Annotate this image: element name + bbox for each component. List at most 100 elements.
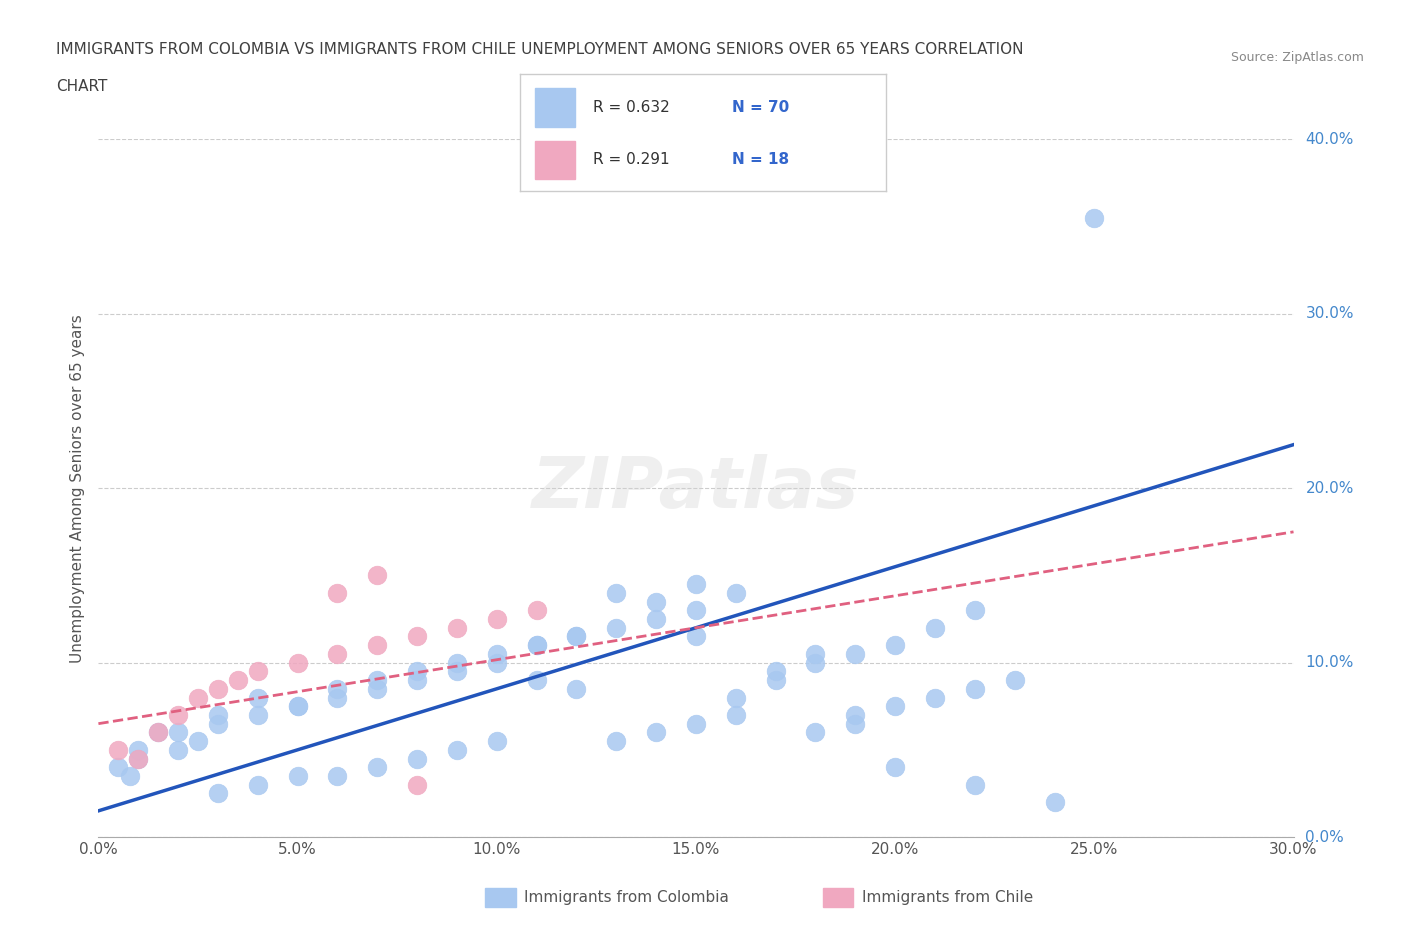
Point: [804, 725, 827, 740]
Point: [127, 751, 149, 766]
Text: 40.0%: 40.0%: [1305, 132, 1354, 147]
Point: [605, 734, 627, 749]
Point: [844, 646, 866, 661]
Point: [605, 586, 627, 601]
Point: [884, 638, 907, 653]
Point: [844, 708, 866, 723]
Point: [924, 620, 946, 635]
Point: [366, 672, 388, 687]
Point: [120, 768, 142, 783]
Y-axis label: Unemployment Among Seniors over 65 years: Unemployment Among Seniors over 65 years: [69, 314, 84, 662]
Point: [406, 664, 429, 679]
Point: [207, 708, 229, 723]
Point: [565, 629, 588, 644]
Point: [187, 734, 209, 749]
Point: [226, 672, 249, 687]
Point: [446, 620, 468, 635]
Point: [804, 655, 827, 670]
Point: [685, 629, 707, 644]
Point: [1004, 672, 1026, 687]
Point: [366, 760, 388, 775]
Point: [406, 629, 429, 644]
Point: [287, 698, 309, 713]
Point: [565, 629, 588, 644]
Point: [526, 672, 548, 687]
Point: [963, 603, 986, 618]
Point: [605, 620, 627, 635]
Text: ZIPatlas: ZIPatlas: [533, 454, 859, 523]
Point: [366, 638, 388, 653]
Point: [287, 655, 309, 670]
Text: 20.0%: 20.0%: [1305, 481, 1354, 496]
Point: [326, 586, 349, 601]
Point: [485, 646, 508, 661]
Point: [765, 672, 787, 687]
Point: [804, 646, 827, 661]
Text: Immigrants from Colombia: Immigrants from Colombia: [524, 890, 730, 905]
Point: [485, 734, 508, 749]
Point: [526, 603, 548, 618]
Point: [287, 698, 309, 713]
Point: [685, 603, 707, 618]
Point: [207, 682, 229, 697]
Point: [246, 664, 269, 679]
Text: R = 0.632: R = 0.632: [593, 100, 671, 115]
Point: [366, 568, 388, 583]
Point: [526, 638, 548, 653]
Text: Source: ZipAtlas.com: Source: ZipAtlas.com: [1230, 51, 1364, 64]
Point: [187, 690, 209, 705]
Point: [526, 638, 548, 653]
Point: [485, 655, 508, 670]
Point: [167, 742, 190, 757]
Text: Immigrants from Chile: Immigrants from Chile: [862, 890, 1033, 905]
Point: [724, 586, 747, 601]
Point: [446, 742, 468, 757]
Point: [127, 751, 149, 766]
Point: [326, 646, 349, 661]
Text: 30.0%: 30.0%: [1305, 306, 1354, 322]
Point: [884, 760, 907, 775]
Text: 0.0%: 0.0%: [1305, 830, 1344, 844]
Point: [1043, 794, 1066, 809]
Point: [565, 682, 588, 697]
Point: [446, 655, 468, 670]
Point: [207, 716, 229, 731]
Text: IMMIGRANTS FROM COLOMBIA VS IMMIGRANTS FROM CHILE UNEMPLOYMENT AMONG SENIORS OVE: IMMIGRANTS FROM COLOMBIA VS IMMIGRANTS F…: [56, 42, 1024, 57]
Point: [406, 751, 429, 766]
Point: [1083, 210, 1105, 225]
Text: N = 18: N = 18: [733, 153, 789, 167]
Point: [167, 708, 190, 723]
Point: [645, 612, 668, 627]
Point: [924, 690, 946, 705]
Point: [287, 768, 309, 783]
Point: [685, 716, 707, 731]
Point: [246, 708, 269, 723]
Point: [485, 612, 508, 627]
Point: [246, 690, 269, 705]
Point: [326, 682, 349, 697]
Point: [645, 725, 668, 740]
Point: [724, 690, 747, 705]
Point: [167, 725, 190, 740]
Text: CHART: CHART: [56, 79, 108, 94]
Point: [207, 786, 229, 801]
Point: [963, 777, 986, 792]
Point: [326, 690, 349, 705]
Point: [127, 742, 149, 757]
Point: [107, 742, 129, 757]
Point: [844, 716, 866, 731]
FancyBboxPatch shape: [534, 140, 575, 179]
Point: [406, 672, 429, 687]
Point: [107, 760, 129, 775]
FancyBboxPatch shape: [534, 88, 575, 126]
Point: [446, 664, 468, 679]
Text: 10.0%: 10.0%: [1305, 655, 1354, 671]
Point: [724, 708, 747, 723]
Point: [406, 777, 429, 792]
Point: [326, 768, 349, 783]
Text: N = 70: N = 70: [733, 100, 790, 115]
Point: [148, 725, 170, 740]
Point: [765, 664, 787, 679]
Text: R = 0.291: R = 0.291: [593, 153, 669, 167]
Point: [685, 577, 707, 591]
